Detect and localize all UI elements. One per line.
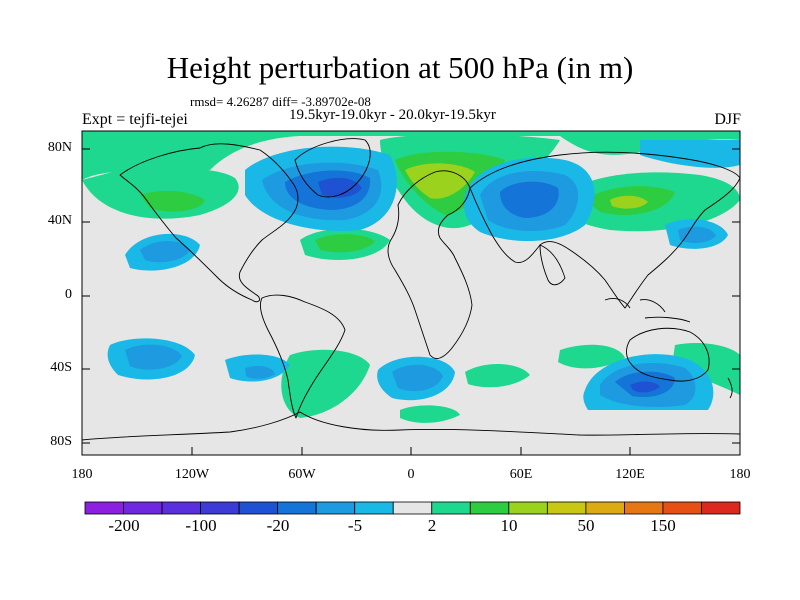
lon-tick-label: 60W	[288, 467, 316, 482]
coastline-south-america	[259, 294, 346, 419]
lon-tick-label: 180	[71, 467, 93, 482]
field-neg	[318, 177, 362, 198]
colorbar-swatch	[238, 501, 279, 515]
colorbar-swatch	[431, 501, 471, 515]
colorbar-swatch	[161, 501, 201, 515]
colorbar	[84, 501, 741, 515]
rmsd-label: rmsd= 4.26287 diff= -3.89702e-08	[190, 94, 371, 109]
field-pos	[315, 234, 375, 253]
coastline-antarctica	[82, 411, 740, 441]
lon-tick-label: 120W	[174, 467, 210, 482]
field-neg	[245, 366, 275, 379]
coastline-asia	[469, 151, 740, 309]
coastline-islands	[604, 297, 691, 323]
field-pos	[610, 195, 648, 209]
field-neg	[678, 226, 716, 244]
lon-tick-label: 120E	[615, 467, 645, 482]
field-neg	[140, 241, 190, 263]
colorbar-label: 150	[650, 516, 676, 535]
colorbar-swatch	[315, 501, 356, 515]
season-label: DJF	[714, 111, 741, 128]
coastlines	[82, 138, 740, 441]
colorbar-swatch	[624, 501, 664, 515]
coastline-north-america	[119, 143, 299, 303]
lon-tick-label: 180	[729, 467, 751, 482]
colorbar-swatch	[701, 501, 741, 515]
colorbar-swatch	[662, 501, 702, 515]
field-pos	[140, 190, 205, 212]
field-neg	[125, 344, 182, 370]
period-label: 19.5kyr-19.0kyr - 20.0kyr-19.5kyr	[289, 107, 496, 123]
field-pos	[400, 405, 460, 423]
axis-ticks	[81, 148, 741, 455]
field-neg	[392, 364, 443, 392]
lon-tick-label: 0	[407, 467, 415, 482]
colorbar-swatch	[508, 501, 548, 515]
field-neg	[630, 381, 660, 393]
field-pos	[465, 364, 530, 388]
colorbar-swatch	[277, 501, 317, 515]
coastline-new-zealand	[727, 377, 733, 399]
coastline-australia	[626, 327, 710, 382]
colorbar-swatch	[585, 501, 625, 515]
colorbar-swatch	[84, 501, 124, 515]
coastline-india	[539, 244, 566, 286]
lat-tick-label: 80S	[50, 434, 72, 449]
chart-title: Height perturbation at 500 hPa (in m)	[166, 50, 634, 85]
colorbar-swatch	[354, 501, 394, 515]
field-pos	[82, 131, 740, 180]
field-pos	[672, 343, 740, 395]
colorbar-swatch	[392, 501, 433, 515]
colorbar-swatch	[200, 501, 240, 515]
lat-tick-label: 40N	[47, 213, 72, 228]
colorbar-label: -5	[347, 516, 363, 535]
field-pos	[281, 349, 370, 418]
lat-tick-label: 80N	[47, 140, 72, 155]
field-pos	[558, 344, 625, 369]
colorbar-label: 2	[427, 516, 437, 535]
lat-tick-label: 40S	[50, 360, 72, 375]
positive-anomaly-fields	[82, 131, 740, 423]
field-neg	[500, 181, 559, 218]
field-neg	[640, 140, 740, 168]
colorbar-swatch	[123, 501, 163, 515]
lat-tick-label: 0	[65, 287, 72, 302]
experiment-label: Expt = tejfi-tejei	[82, 111, 188, 128]
field-pos	[405, 163, 475, 199]
colorbar-label: 50	[577, 516, 595, 535]
map-area	[82, 131, 740, 455]
coastline-greenland	[294, 138, 371, 198]
colorbar-swatch	[469, 501, 510, 515]
negative-anomaly-fields	[107, 140, 740, 410]
colorbar-label: -100	[185, 516, 217, 535]
lon-tick-label: 60E	[509, 467, 533, 482]
colorbar-swatch	[546, 501, 587, 515]
colorbar-label: -20	[266, 516, 290, 535]
colorbar-label: 10	[500, 516, 518, 535]
colorbar-label: -200	[108, 516, 140, 535]
